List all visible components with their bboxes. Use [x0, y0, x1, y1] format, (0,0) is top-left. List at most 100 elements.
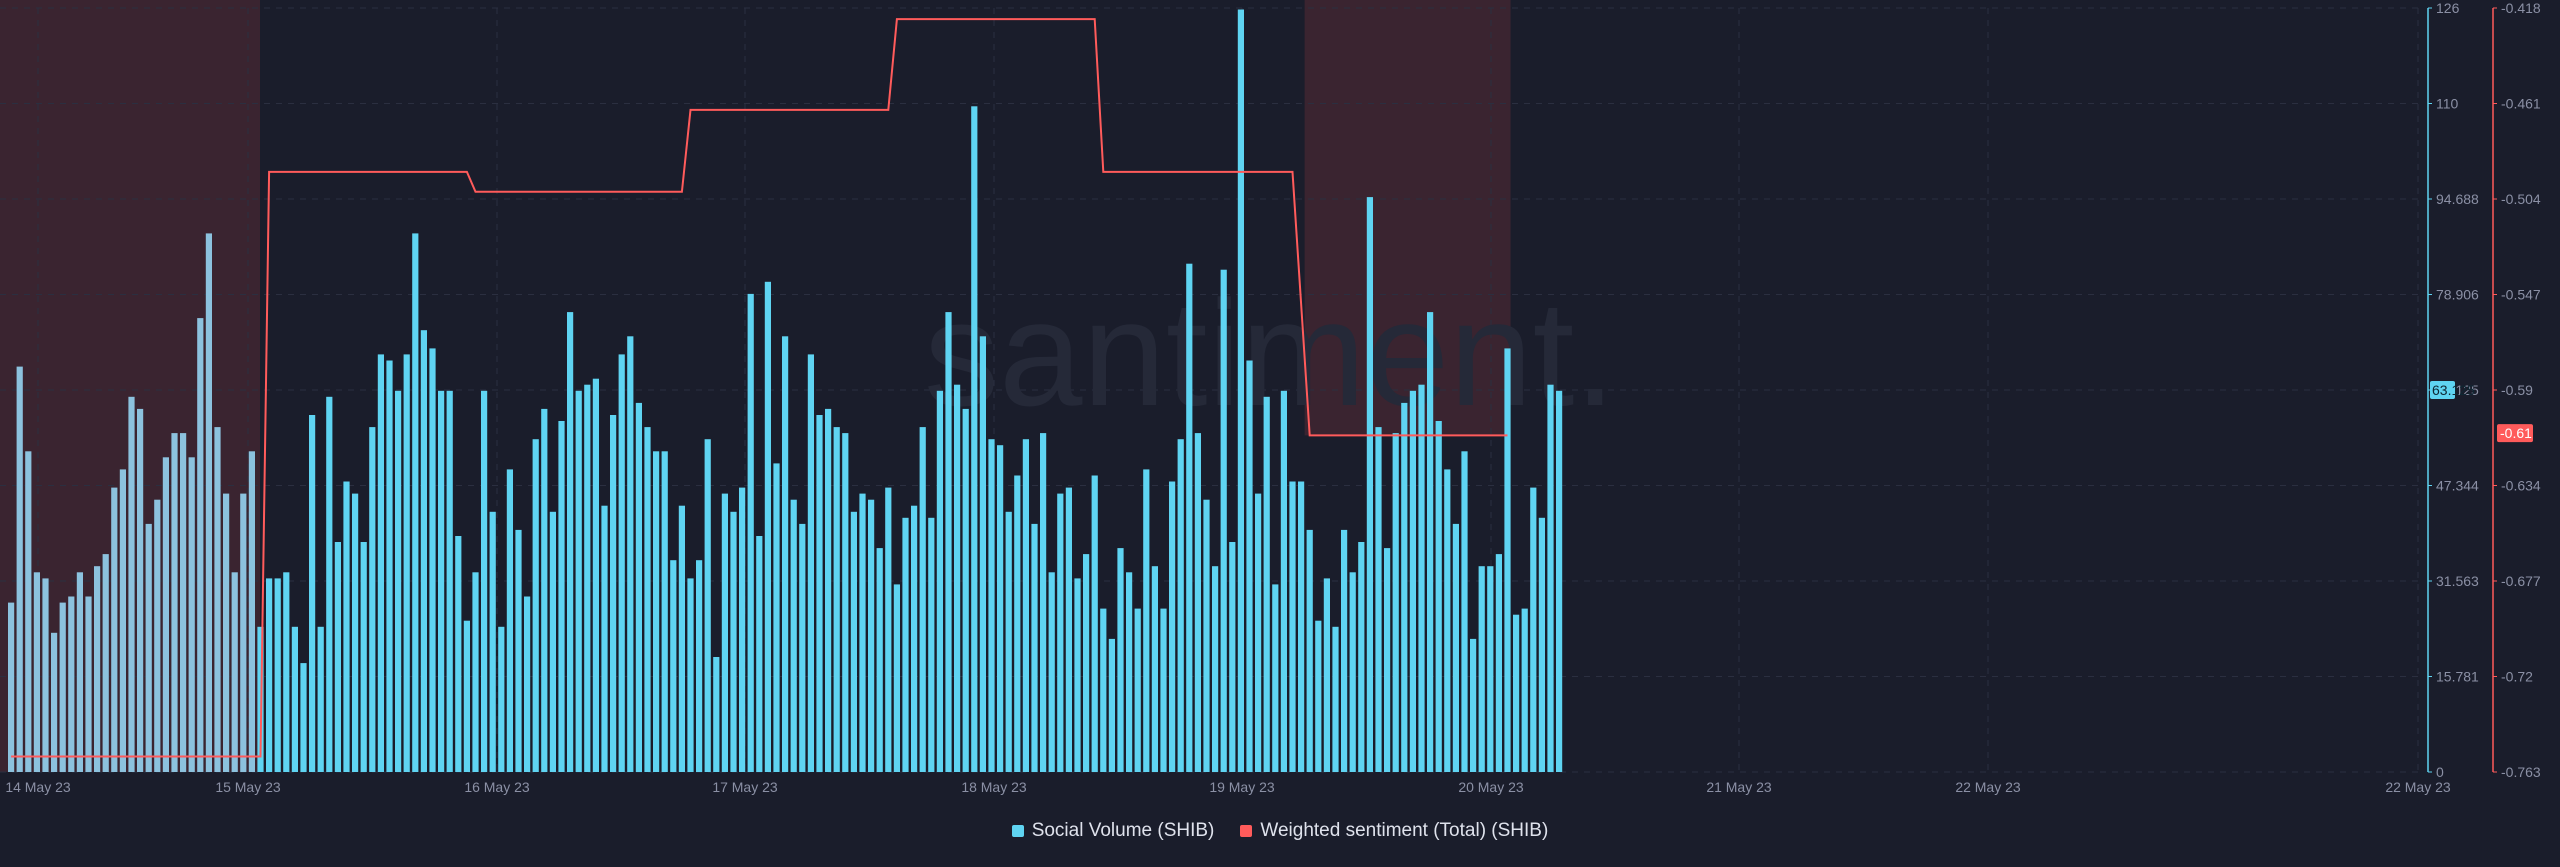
- social-volume-bar: [1031, 523, 1038, 772]
- x-axis-ticks: 14 May 23 15 May 23 16 May 23 17 May 23 18 M…: [5, 779, 2451, 795]
- negative-zone-block: [1304, 0, 1511, 436]
- social-volume-bar: [988, 439, 995, 772]
- social-volume-bar: [1040, 433, 1047, 772]
- social-volume-bar: [1521, 608, 1528, 772]
- social-volume-bar: [240, 493, 247, 772]
- social-volume-bar: [481, 390, 488, 772]
- social-volume-bar: [42, 578, 49, 772]
- social-volume-bar: [94, 566, 101, 772]
- social-volume-bar: [1444, 469, 1451, 772]
- social-volume-bar: [850, 511, 857, 772]
- social-volume-bar: [1177, 439, 1184, 772]
- sentiment-tick-label: -0.547: [2501, 287, 2541, 303]
- social-volume-bar: [549, 511, 556, 772]
- social-volume-bar: [162, 457, 169, 772]
- social-volume-bar: [1057, 493, 1064, 772]
- sentiment-tick-label: -0.677: [2501, 573, 2541, 589]
- social-volume-bar: [936, 390, 943, 772]
- social-volume-bar: [1323, 578, 1330, 772]
- social-volume-bar: [1470, 638, 1477, 772]
- social-volume-bar: [928, 517, 935, 772]
- volume-tick-label: 0: [2436, 764, 2444, 780]
- social-volume-bar: [1014, 475, 1021, 772]
- social-volume-bar: [76, 572, 83, 772]
- santiment-watermark: santiment.: [924, 269, 1616, 437]
- social-volume-bar: [1435, 421, 1442, 772]
- social-volume-bar: [575, 390, 582, 772]
- social-volume-bar: [1341, 529, 1348, 772]
- social-volume-bar: [876, 548, 883, 772]
- social-volume-bar: [180, 433, 187, 772]
- social-volume-bar: [1117, 548, 1124, 772]
- social-volume-bar: [515, 529, 522, 772]
- social-volume-bar: [343, 481, 350, 772]
- social-volume-bar: [1298, 481, 1305, 772]
- social-volume-bar: [825, 408, 832, 772]
- social-volume-bar: [403, 354, 410, 772]
- social-volume-bar: [1229, 542, 1236, 772]
- social-volume-bar: [1246, 360, 1253, 772]
- social-volume-bar: [1418, 384, 1425, 772]
- x-tick-label: 22 May 23: [1955, 779, 2021, 795]
- social-volume-bar: [1065, 487, 1072, 772]
- social-volume-bar: [945, 312, 952, 772]
- social-volume-bar: [438, 390, 445, 772]
- social-volume-bar: [1100, 608, 1107, 772]
- social-volume-bar: [704, 439, 711, 772]
- social-volume-bar: [1126, 572, 1133, 772]
- social-volume-bar: [1220, 269, 1227, 772]
- social-volume-bar: [386, 360, 393, 772]
- social-volume-bar: [592, 378, 599, 772]
- social-volume-bar: [420, 330, 427, 772]
- legend-item-weighted-sentiment[interactable]: Weighted sentiment (Total) (SHIB): [1240, 820, 1548, 842]
- legend-item-social-volume[interactable]: Social Volume (SHIB): [1011, 820, 1214, 842]
- social-volume-bar: [429, 348, 436, 772]
- social-volume-bar: [1556, 390, 1563, 772]
- social-volume-bar: [85, 596, 92, 772]
- social-volume-bar: [1306, 529, 1313, 772]
- current-volume-value: 63.125: [2432, 382, 2475, 398]
- social-volume-bar: [541, 408, 548, 772]
- social-volume-bar: [893, 584, 900, 772]
- social-volume-bar: [1392, 433, 1399, 772]
- social-volume-bar: [661, 451, 668, 772]
- social-volume-bar: [713, 657, 720, 772]
- social-volume-bar: [885, 487, 892, 772]
- social-volume-bar: [1358, 542, 1365, 772]
- social-volume-bar: [653, 451, 660, 772]
- social-volume-bar: [635, 402, 642, 772]
- sentiment-line[interactable]: [11, 18, 1508, 758]
- social-volume-bar: [532, 439, 539, 772]
- social-volume-bar: [747, 293, 754, 772]
- social-volume-bar: [1384, 548, 1391, 772]
- social-volume-bar: [68, 596, 75, 772]
- social-volume-bar: [1332, 626, 1339, 772]
- social-volume-bar: [1401, 402, 1408, 772]
- volume-tick-label: 110: [2436, 96, 2459, 112]
- social-volume-bar: [764, 281, 771, 772]
- social-volume-bar: [119, 469, 126, 772]
- social-volume-bar: [618, 354, 625, 772]
- social-volume-bar: [790, 499, 797, 772]
- social-volume-bar: [1272, 584, 1279, 772]
- social-volume-bar: [1022, 439, 1029, 772]
- social-volume-bar: [1134, 608, 1141, 772]
- social-volume-bar: [1530, 487, 1537, 772]
- social-volume-bars[interactable]: [8, 9, 1563, 773]
- volume-axis-ticks: 126 110 94.688 78.906 63.125 47.344 31.563 15.7…: [2428, 0, 2479, 780]
- social-volume-bar: [128, 396, 135, 772]
- sentiment-tick-label: -0.59: [2501, 382, 2533, 398]
- x-tick-label: 18 May 23: [961, 779, 1027, 795]
- social-volume-bar: [919, 427, 926, 772]
- sentiment-axis-ticks: -0.418 -0.461 -0.504 -0.547 -0.59 -0.634 -0.67…: [2493, 0, 2541, 780]
- social-volume-bar: [171, 433, 178, 772]
- social-volume-bar: [1212, 566, 1219, 772]
- sentiment-tick-label: -0.72: [2501, 669, 2533, 685]
- x-tick-label: 21 May 23: [1706, 779, 1772, 795]
- social-volume-bar: [1409, 390, 1416, 772]
- legend: Social Volume (SHIB) Weighted sentiment …: [0, 820, 2560, 842]
- social-volume-bar: [472, 572, 479, 772]
- social-volume-bar: [1108, 638, 1115, 772]
- social-volume-bar: [842, 433, 849, 772]
- x-tick-label: 20 May 23: [1458, 779, 1524, 795]
